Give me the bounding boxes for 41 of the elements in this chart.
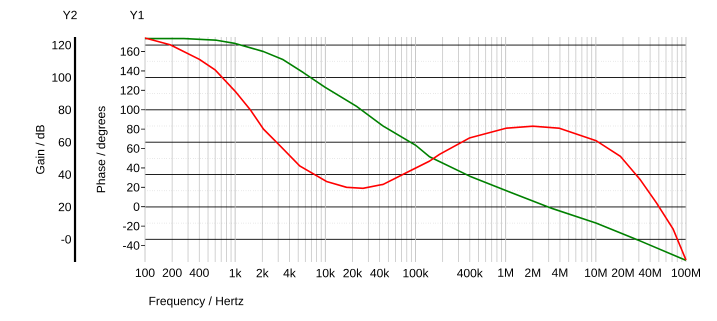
x-axis-title: Frequency / Hertz (150, 296, 244, 308)
y-tick-label: 0 (134, 202, 140, 211)
x-tick-label: 2M (525, 268, 540, 277)
x-tick-label: 100M (672, 268, 700, 278)
y2-tick-label: 20 (58, 202, 72, 212)
y-tick-label: 160 (120, 47, 140, 56)
x-tick-label: 20M (612, 268, 634, 278)
x-tick-label: 4M (552, 268, 568, 277)
x-tick-label: 1M (498, 268, 514, 277)
y2-tick-label: 40 (58, 170, 72, 179)
x-tick-label: 400k (457, 268, 483, 278)
y2-tick-label: 80 (58, 106, 72, 114)
text: Y1 (130, 10, 144, 20)
x-tick-label: 100k (403, 268, 429, 278)
x-tick-label: 10k (316, 268, 336, 278)
x-tick-label: 1k (230, 268, 242, 278)
y-axis-title: Phase / degrees (96, 106, 108, 192)
x-tick-label: 2k (256, 268, 269, 278)
x-tick-label: 400 (190, 268, 209, 278)
y-tick-label: 140 (120, 66, 140, 76)
x-tick-label: 100 (136, 268, 155, 278)
x-tick-label: 4k (283, 268, 296, 278)
x-tick-label: 10M (585, 268, 606, 278)
x-tick-label: 200 (162, 268, 182, 278)
y2-tick-label: -0 (61, 235, 72, 244)
y2-tick-label: 120 (52, 40, 72, 50)
text: Y2 (62, 10, 77, 20)
y-tick-label: -40 (123, 241, 140, 250)
x-tick-label: 40k (370, 268, 390, 278)
x-tick-label: 40M (638, 268, 661, 278)
y-tick-label: 100 (120, 105, 140, 114)
y-tick-label: 40 (126, 164, 140, 172)
y-tick-label: -20 (123, 222, 140, 230)
y-tick-label: 60 (127, 144, 140, 153)
x-tick-label: 20k (343, 268, 362, 278)
y2-tick-label: 60 (58, 138, 72, 146)
y2-tick-label: 100 (52, 73, 72, 82)
y-tick-label: 120 (120, 86, 140, 95)
y-tick-label: 20 (127, 183, 140, 192)
y2-axis-title: Gain / dB (36, 125, 44, 174)
y-tick-label: 80 (127, 124, 140, 134)
